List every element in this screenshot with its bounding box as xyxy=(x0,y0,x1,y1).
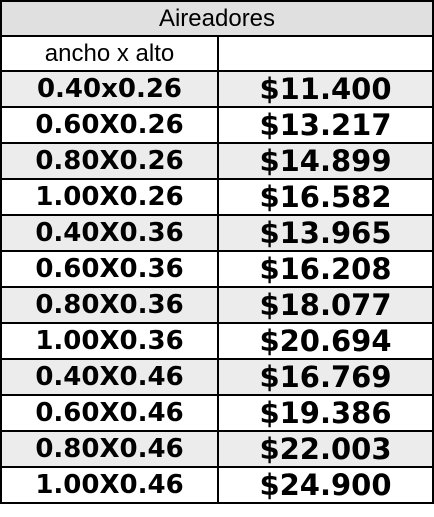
size-column-header: ancho x alto xyxy=(0,35,219,72)
size-cell: 1.00X0.26 xyxy=(0,178,219,216)
price-cell: $19.386 xyxy=(217,394,434,432)
size-cell: 0.60X0.26 xyxy=(0,106,219,144)
price-column-header xyxy=(217,35,434,72)
table-row: 0.80X0.46 $22.003 xyxy=(0,430,434,468)
size-cell: 0.80X0.26 xyxy=(0,142,219,180)
table-row: 1.00X0.26 $16.582 xyxy=(0,178,434,216)
price-cell: $22.003 xyxy=(217,430,434,468)
price-cell: $16.582 xyxy=(217,178,434,216)
table-row: 0.60X0.26 $13.217 xyxy=(0,106,434,144)
price-cell: $18.077 xyxy=(217,286,434,324)
table-row: 0.40X0.46 $16.769 xyxy=(0,358,434,396)
price-cell: $13.965 xyxy=(217,214,434,252)
price-table: Aireadores ancho x alto 0.40x0.26 $11.400… xyxy=(0,0,434,504)
title-row: Aireadores xyxy=(0,0,434,37)
price-cell: $24.900 xyxy=(217,466,434,504)
table-title: Aireadores xyxy=(0,0,434,37)
table-row: 0.80X0.26 $14.899 xyxy=(0,142,434,180)
table-row: 0.40x0.26 $11.400 xyxy=(0,70,434,108)
size-cell: 0.40X0.36 xyxy=(0,214,219,252)
price-rows: 0.40x0.26 $11.400 0.60X0.26 $13.217 0.80X0.2… xyxy=(0,70,434,504)
table-row: 0.60X0.36 $16.208 xyxy=(0,250,434,288)
price-cell: $14.899 xyxy=(217,142,434,180)
table-row: 1.00X0.46 $24.900 xyxy=(0,466,434,504)
size-cell: 1.00X0.46 xyxy=(0,466,219,504)
price-cell: $16.769 xyxy=(217,358,434,396)
header-row: ancho x alto xyxy=(0,35,434,72)
price-cell: $11.400 xyxy=(217,70,434,108)
table-row: 0.40X0.36 $13.965 xyxy=(0,214,434,252)
table-row: 0.60X0.46 $19.386 xyxy=(0,394,434,432)
size-cell: 0.80X0.36 xyxy=(0,286,219,324)
size-cell: 0.80X0.46 xyxy=(0,430,219,468)
size-cell: 1.00X0.36 xyxy=(0,322,219,360)
table-row: 0.80X0.36 $18.077 xyxy=(0,286,434,324)
size-cell: 0.40X0.46 xyxy=(0,358,219,396)
size-cell: 0.40x0.26 xyxy=(0,70,219,108)
size-cell: 0.60X0.36 xyxy=(0,250,219,288)
price-cell: $16.208 xyxy=(217,250,434,288)
price-cell: $20.694 xyxy=(217,322,434,360)
size-cell: 0.60X0.46 xyxy=(0,394,219,432)
table-row: 1.00X0.36 $20.694 xyxy=(0,322,434,360)
price-cell: $13.217 xyxy=(217,106,434,144)
